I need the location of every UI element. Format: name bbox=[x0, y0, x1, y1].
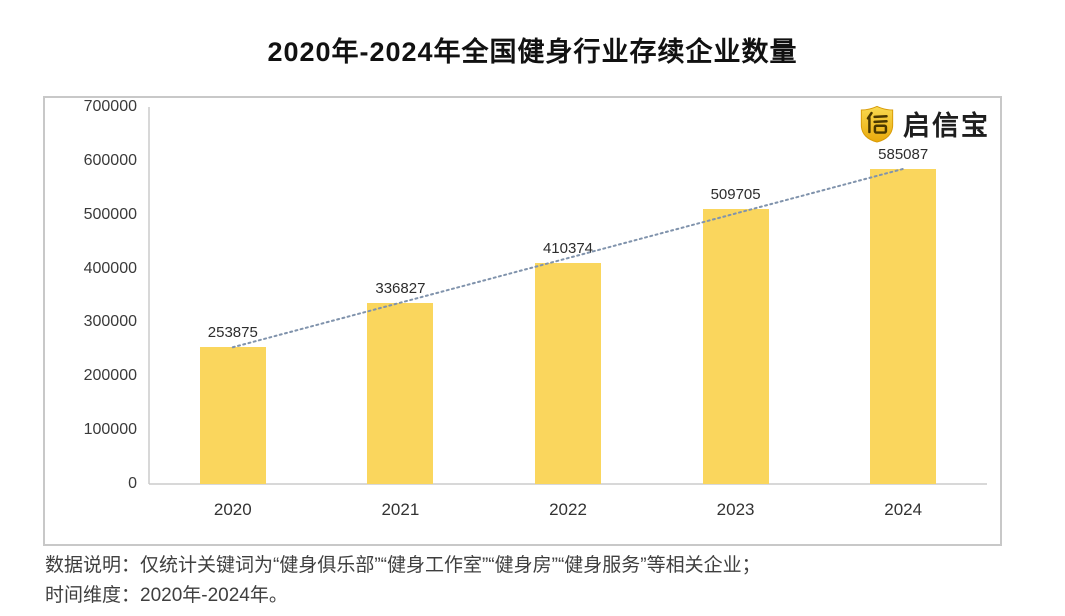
y-axis-tick-label: 0 bbox=[128, 475, 137, 492]
qixinbao-logo-text: 启信宝 bbox=[903, 111, 990, 141]
bar-value-label: 509705 bbox=[710, 186, 761, 204]
bar-2022 bbox=[535, 262, 601, 484]
chart-panel: 0 100000 200000 300000 400000 500000 600000 700… bbox=[43, 96, 1002, 546]
bar-2024 bbox=[870, 168, 937, 484]
axes-layer bbox=[148, 107, 987, 485]
bar-value-label: 585087 bbox=[878, 145, 929, 163]
bar-2023 bbox=[702, 209, 769, 484]
y-axis-tick-label: 700000 bbox=[83, 98, 137, 115]
x-axis-tick-label: 2022 bbox=[549, 500, 587, 519]
bar-2020 bbox=[199, 347, 266, 484]
trendline-layer bbox=[231, 167, 905, 349]
x-axis-tick-label: 2023 bbox=[716, 500, 755, 519]
bar-value-label: 253875 bbox=[207, 324, 258, 342]
x-axis-tick-label: 2021 bbox=[381, 500, 420, 519]
bar-value-label: 410374 bbox=[542, 239, 594, 257]
x-axis-tick-label: 2020 bbox=[213, 500, 252, 519]
page-title: 2020年-2024年全国健身行业存续企业数量 bbox=[267, 37, 798, 67]
y-axis-tick-label: 100000 bbox=[83, 421, 137, 439]
y-axis-tick-label: 300000 bbox=[83, 313, 137, 331]
qixinbao-logo: 启信宝 bbox=[858, 104, 990, 143]
bar-2021 bbox=[367, 302, 434, 484]
y-axis-tick-label: 500000 bbox=[83, 205, 137, 223]
qixinbao-shield-icon bbox=[860, 105, 894, 143]
y-axis-tick-label: 400000 bbox=[83, 259, 137, 277]
y-axis-tick-label: 200000 bbox=[83, 367, 137, 385]
footnote-data-note: 数据说明：仅统计关键词为“健身俱乐部”“健身工作室”“健身房”“健身服务”等相关… bbox=[45, 555, 761, 576]
bar-value-label: 336827 bbox=[375, 279, 426, 297]
footnote-time-note: 时间维度：2020年-2024年。 bbox=[45, 585, 288, 606]
x-axis-tick-label: 2024 bbox=[884, 500, 923, 519]
bar-chart-plot: 0 100000 200000 300000 400000 500000 600000 700… bbox=[45, 98, 1000, 544]
chart-footnote: 数据说明：仅统计关键词为“健身俱乐部”“健身工作室”“健身房”“健身服务”等相关… bbox=[45, 551, 761, 611]
y-axis-tick-label: 600000 bbox=[83, 151, 137, 169]
